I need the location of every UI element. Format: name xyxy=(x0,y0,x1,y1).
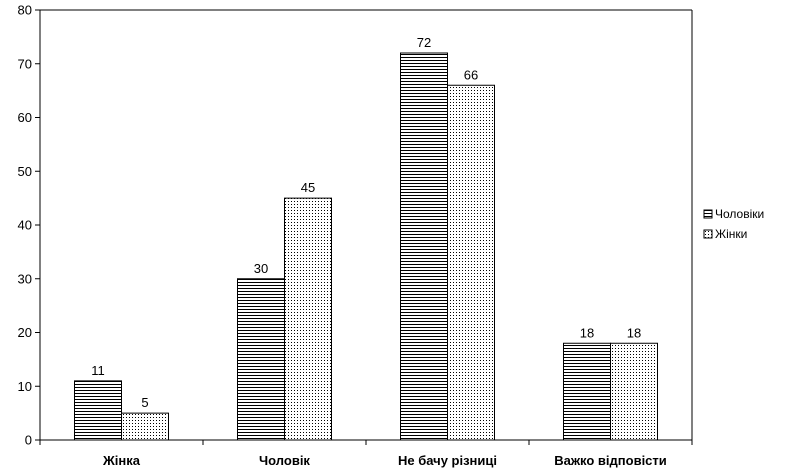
legend-entry-label: Жінки xyxy=(715,227,747,241)
bar-women xyxy=(121,412,169,441)
bar-men xyxy=(74,380,122,441)
y-tick-label: 30 xyxy=(18,271,32,286)
x-category-label: Жінка xyxy=(102,453,141,468)
bar-men xyxy=(400,52,448,441)
x-category-label: Важко відповісти xyxy=(554,453,667,468)
legend-entry-label: Чоловіки xyxy=(715,207,764,221)
data-label: 5 xyxy=(141,395,148,410)
plot-area: 0 10 20 30 40 50 60 70 80 11 5 Жінка 30 45 Чоловік 72 66… xyxy=(18,3,693,468)
data-label: 18 xyxy=(627,325,641,340)
data-label: 30 xyxy=(254,261,268,276)
data-label: 45 xyxy=(301,180,315,195)
data-label: 18 xyxy=(580,325,594,340)
y-tick-label: 40 xyxy=(18,218,32,233)
bar-women xyxy=(610,342,658,441)
x-category-label: Не бачу різниці xyxy=(398,453,497,468)
data-label: 11 xyxy=(91,363,105,378)
y-tick-label: 20 xyxy=(18,325,32,340)
y-tick-label: 10 xyxy=(18,379,32,394)
y-tick-label: 60 xyxy=(18,110,32,125)
y-tick-label: 50 xyxy=(18,164,32,179)
bar-women xyxy=(284,197,332,441)
bar-men xyxy=(563,342,611,441)
x-category-label: Чоловік xyxy=(259,453,310,468)
legend-swatch xyxy=(703,209,713,219)
y-tick-label: 0 xyxy=(25,433,32,448)
y-tick-label: 70 xyxy=(18,56,32,71)
data-label: 72 xyxy=(417,35,431,50)
y-tick-label: 80 xyxy=(18,3,32,18)
legend: Чоловіки Жінки xyxy=(703,207,764,241)
legend-swatch xyxy=(703,229,713,239)
data-label: 66 xyxy=(464,67,478,82)
bar-men xyxy=(237,278,285,441)
bar-women xyxy=(447,84,495,441)
